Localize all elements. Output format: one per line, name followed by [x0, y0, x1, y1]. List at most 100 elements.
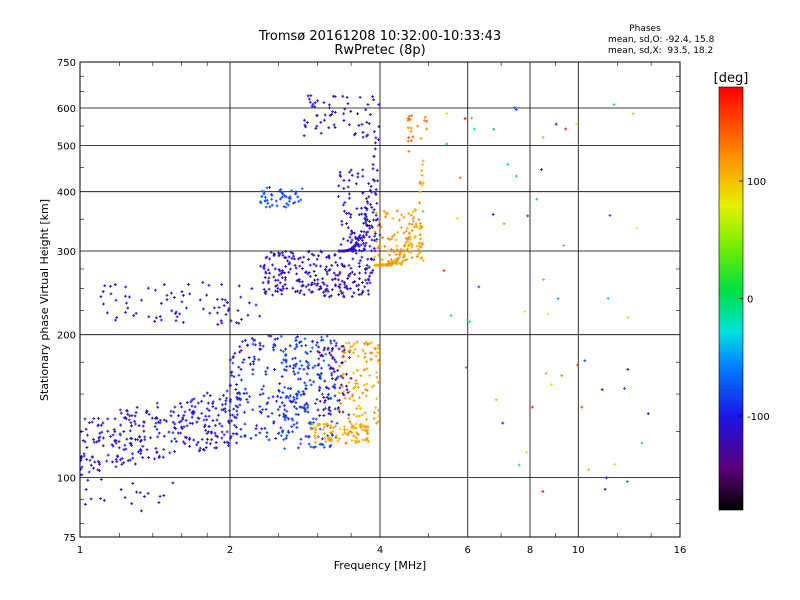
data-point [174, 440, 178, 443]
data-point [125, 437, 129, 441]
data-point [232, 407, 236, 411]
data-point [122, 448, 126, 452]
data-point [340, 262, 344, 266]
data-point [227, 444, 230, 448]
data-point [292, 398, 296, 402]
data-point [411, 210, 415, 214]
data-point [288, 261, 291, 265]
data-point [276, 287, 280, 290]
data-point [407, 236, 411, 240]
data-point [319, 264, 322, 268]
data-point [393, 233, 396, 237]
data-point [257, 358, 261, 362]
data-point [328, 406, 331, 409]
data-point [267, 287, 271, 291]
data-point [421, 163, 424, 166]
data-point [227, 419, 230, 423]
data-point [352, 412, 356, 416]
data-point [341, 410, 345, 414]
data-point [202, 418, 206, 422]
data-point [131, 482, 135, 485]
data-point [400, 261, 404, 265]
data-point [365, 430, 369, 434]
data-point [354, 422, 358, 426]
data-point [300, 267, 304, 270]
data-point [270, 197, 273, 201]
data-point [377, 408, 380, 412]
data-point [261, 281, 265, 285]
data-point [173, 450, 177, 453]
data-point [580, 405, 584, 409]
data-point [296, 335, 299, 338]
data-point [228, 436, 232, 440]
data-point [343, 209, 346, 213]
data-point [406, 139, 410, 143]
data-point [356, 368, 360, 372]
data-point [360, 212, 364, 216]
data-point [261, 408, 265, 412]
y-tick-label: 75 [63, 533, 76, 544]
data-point [207, 414, 211, 418]
data-point [355, 207, 359, 211]
data-point [306, 410, 310, 414]
data-point [442, 269, 446, 272]
data-point [258, 393, 262, 397]
data-point [372, 218, 375, 222]
data-point [122, 416, 126, 420]
data-point [237, 321, 241, 325]
data-point [317, 288, 321, 291]
data-point [268, 186, 271, 189]
data-point [284, 436, 288, 440]
data-point [294, 401, 298, 404]
data-point [357, 404, 361, 408]
data-point [349, 215, 352, 219]
data-point [342, 348, 346, 352]
data-point [361, 174, 365, 178]
data-point [304, 384, 308, 387]
data-point [296, 371, 300, 375]
data-point [353, 439, 357, 443]
data-point [360, 413, 364, 417]
data-point [406, 126, 410, 130]
data-point [326, 289, 330, 293]
data-point [316, 282, 320, 285]
data-point [276, 394, 279, 398]
data-point [315, 113, 319, 117]
data-point [332, 123, 336, 127]
data-point [320, 353, 324, 357]
data-point [321, 281, 325, 284]
data-point [230, 370, 234, 374]
data-point [232, 355, 235, 359]
data-point [364, 215, 368, 219]
data-point [304, 343, 308, 347]
data-point [361, 438, 365, 442]
y-tick-label: 300 [57, 247, 76, 258]
data-point [275, 283, 279, 287]
data-point [344, 284, 348, 288]
data-point [375, 201, 379, 205]
data-point [239, 295, 243, 299]
data-point [340, 279, 344, 283]
data-point [278, 288, 282, 292]
data-point [333, 385, 337, 389]
data-point [299, 340, 303, 343]
data-point [211, 402, 215, 405]
data-point [101, 290, 105, 294]
data-point [470, 116, 474, 120]
data-point [373, 249, 377, 253]
data-point [330, 371, 334, 375]
data-point [205, 293, 208, 297]
data-point [329, 339, 333, 343]
data-point [334, 424, 337, 428]
data-point [346, 239, 350, 243]
data-point [195, 420, 199, 424]
data-point [275, 204, 279, 208]
data-point [158, 494, 162, 498]
data-point [339, 374, 343, 378]
data-point [238, 345, 242, 349]
data-point [298, 291, 302, 295]
data-point [254, 433, 258, 437]
data-point [173, 296, 176, 299]
data-point [339, 383, 343, 387]
data-point [273, 267, 277, 271]
